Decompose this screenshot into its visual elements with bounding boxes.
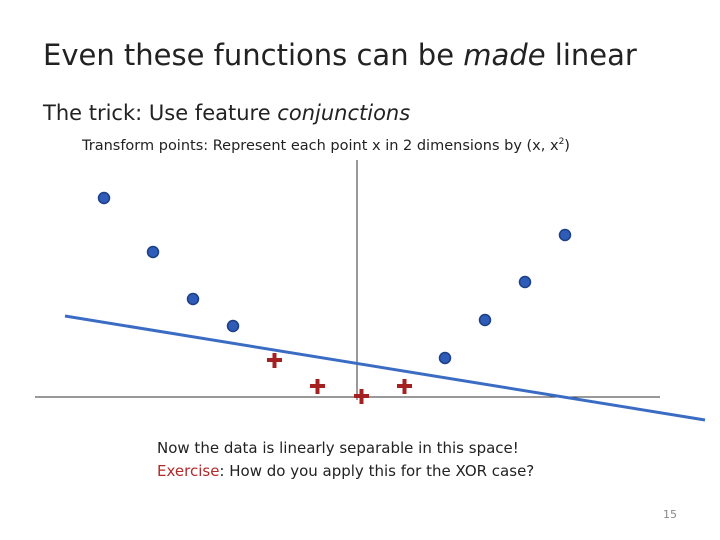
separator-line — [64, 314, 706, 422]
cross — [354, 389, 369, 404]
subtitle: The trick: Use feature conjunctions — [43, 101, 410, 125]
point — [97, 191, 111, 205]
title-text: linear — [545, 38, 637, 72]
title-text: Even these functions can be — [43, 38, 464, 72]
point — [186, 292, 200, 306]
point — [226, 319, 240, 333]
bullet: Transform points: Represent each point x… — [82, 137, 570, 154]
superscript: 2 — [558, 137, 565, 147]
exercise-text: : How do you apply this for the XOR case… — [219, 462, 535, 480]
positive-points — [97, 191, 572, 365]
exercise-label: Exercise — [157, 462, 220, 480]
point — [478, 313, 492, 327]
point — [558, 228, 572, 242]
point — [438, 351, 452, 365]
exercise: Exercise: How do you apply this for the … — [157, 462, 534, 480]
cross — [267, 353, 282, 368]
bullet-text: ) — [564, 137, 570, 154]
point — [146, 245, 160, 259]
subtitle-emphasis: conjunctions — [277, 101, 411, 125]
point — [518, 275, 532, 289]
cross — [310, 379, 325, 394]
negative-points — [267, 353, 412, 404]
title: Even these functions can be made linear — [43, 38, 637, 72]
cross — [397, 379, 412, 394]
bullet-text: Transform points: Represent each point x… — [82, 137, 559, 154]
page-number: 15 — [663, 508, 677, 521]
subtitle-text: The trick: Use feature — [43, 101, 278, 125]
title-emphasis: made — [463, 38, 546, 72]
note: Now the data is linearly separable in th… — [157, 439, 519, 457]
